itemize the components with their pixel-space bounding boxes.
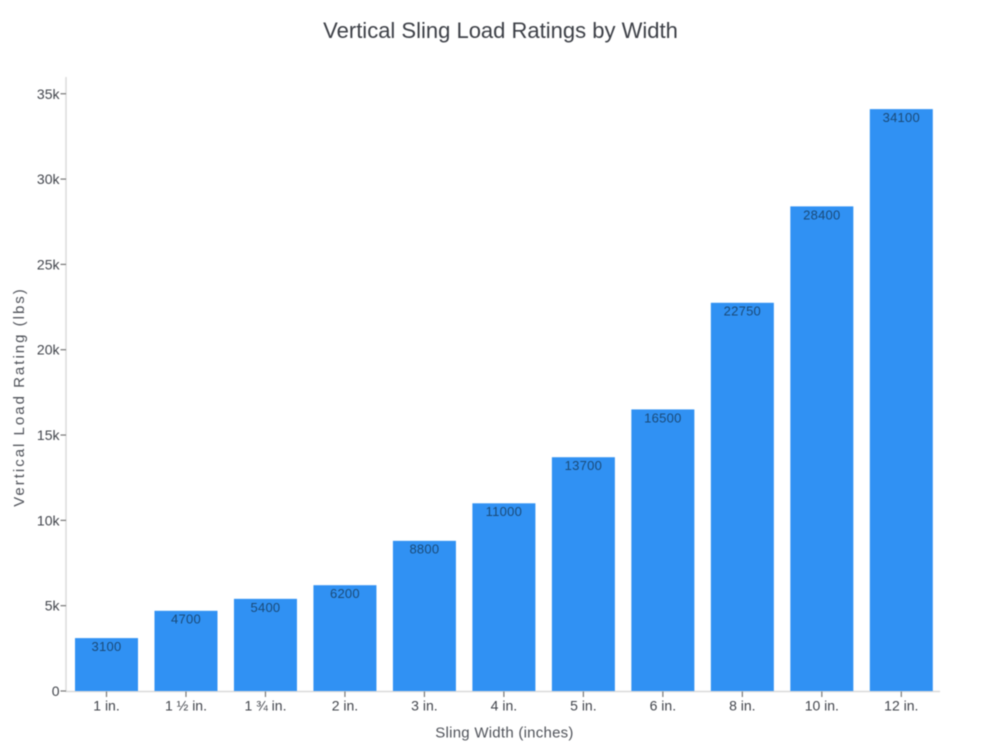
- svg-text:22750: 22750: [724, 304, 761, 319]
- svg-text:11000: 11000: [486, 504, 522, 519]
- svg-text:3100: 3100: [92, 639, 122, 654]
- svg-text:13700: 13700: [565, 458, 602, 473]
- svg-text:5 in.: 5 in.: [570, 698, 596, 714]
- svg-text:4 in.: 4 in.: [491, 698, 517, 714]
- svg-text:16500: 16500: [644, 410, 681, 425]
- svg-text:5400: 5400: [250, 600, 280, 615]
- svg-text:1 ½ in.: 1 ½ in.: [165, 698, 207, 714]
- svg-text:3 in.: 3 in.: [411, 698, 437, 714]
- svg-text:6 in.: 6 in.: [650, 698, 676, 714]
- svg-text:15k: 15k: [37, 427, 61, 443]
- svg-text:10 in.: 10 in.: [805, 698, 839, 714]
- svg-text:30k: 30k: [37, 171, 61, 187]
- svg-text:34100: 34100: [883, 110, 920, 125]
- svg-text:6200: 6200: [330, 586, 360, 601]
- svg-text:35k: 35k: [37, 86, 61, 102]
- svg-text:8800: 8800: [409, 542, 439, 557]
- svg-text:12 in.: 12 in.: [884, 698, 918, 714]
- svg-text:1 in.: 1 in.: [93, 698, 119, 714]
- svg-text:4700: 4700: [171, 612, 201, 627]
- svg-text:8 in.: 8 in.: [729, 698, 755, 714]
- svg-text:Vertical Load Rating (lbs): Vertical Load Rating (lbs): [11, 287, 28, 507]
- svg-text:28400: 28400: [803, 207, 840, 222]
- svg-text:Vertical Sling Load Ratings by: Vertical Sling Load Ratings by Width: [323, 18, 678, 43]
- svg-text:1 ¾ in.: 1 ¾ in.: [244, 698, 286, 714]
- svg-text:25k: 25k: [37, 256, 61, 272]
- svg-text:20k: 20k: [37, 342, 61, 358]
- svg-text:0: 0: [52, 683, 60, 699]
- svg-text:Sling Width (inches): Sling Width (inches): [435, 725, 573, 742]
- svg-text:10k: 10k: [37, 512, 61, 528]
- svg-text:5k: 5k: [45, 598, 61, 614]
- svg-text:2 in.: 2 in.: [332, 698, 358, 714]
